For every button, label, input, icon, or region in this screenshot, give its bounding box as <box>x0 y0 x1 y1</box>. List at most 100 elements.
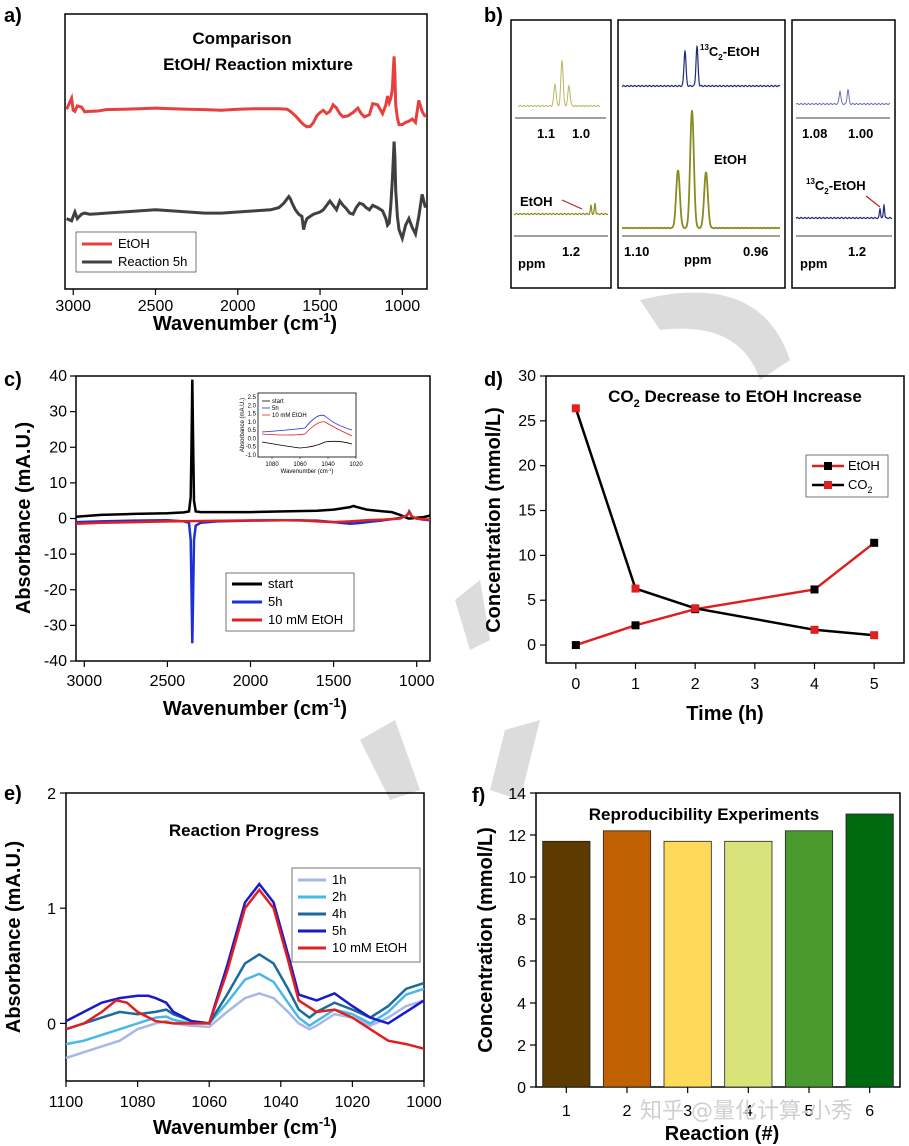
panel-b-box3-ppm: ppm <box>800 256 827 271</box>
panel-d-marker-etoh <box>571 641 580 650</box>
panel-e-ylabel: Absorbance (mA.U.) <box>3 841 25 1033</box>
panel-e-xtick-label: 1060 <box>191 1094 227 1111</box>
panel-a-xlabel: Wavenumber (cm-1) <box>153 310 337 335</box>
panel-d-ytick-label: 30 <box>518 368 536 385</box>
panel-f-ytick-label: 12 <box>508 828 526 845</box>
panel-e-xtick-label: 1080 <box>120 1094 156 1111</box>
panel-c-ytick-label: -30 <box>44 617 67 634</box>
panel-d-marker-etoh <box>810 585 819 594</box>
panel-c-line-10mm-etoh <box>75 510 431 526</box>
panel-e-ytick-label: 2 <box>47 786 56 803</box>
panel-b-box3-ppm-value: 1.2 <box>848 244 866 259</box>
panel-label-a: a) <box>4 5 22 27</box>
panel-d-ytick-label: 20 <box>518 458 536 475</box>
panel-f-bars <box>542 813 894 1088</box>
panel-f-xtick-label: 2 <box>623 1103 632 1120</box>
panel-d-title: CO2 Decrease to EtOH Increase <box>608 387 862 410</box>
panel-c-inset-ytick-label: -0.5 <box>246 445 257 451</box>
panel-c-ytick-label: -40 <box>44 653 67 670</box>
panel-c-inset-ticks: 1080 1060 1040 1020 2.5 2.0 1.5 1.0 0.5 0.0 -0.5 -1… <box>246 395 364 468</box>
panel-e-legend-label: 5h <box>332 923 346 938</box>
panel-e-title: Reaction Progress <box>169 821 319 840</box>
panel-f-xtick-label: 1 <box>562 1103 571 1120</box>
panel-f-xtick-label: 5 <box>805 1103 814 1120</box>
panel-f-xtick-label: 4 <box>744 1103 753 1120</box>
panel-d-marker-co2 <box>810 625 819 634</box>
panel-e-ytick-label: 0 <box>47 1016 56 1033</box>
panel-f-bar-3 <box>663 840 712 1088</box>
panel-b-box-1 <box>510 19 612 289</box>
panel-d-legend-co2-marker <box>824 481 832 489</box>
panel-d-marker-etoh <box>631 621 640 630</box>
panel-e-xtick-label: 1000 <box>406 1094 442 1111</box>
watermark-arc <box>360 720 420 800</box>
panel-c-inset-ytick-label: -1.0 <box>246 453 257 459</box>
panel-c-inset-ytick-label: 0.5 <box>248 428 257 434</box>
panel-e-ticks: 1100 1080 1060 1040 1020 1000 0 1 2 <box>47 786 442 1111</box>
panel-b-box2-13c2-label: 13C2-EtOH <box>700 43 760 62</box>
panel-d-xtick-label: 2 <box>691 676 700 693</box>
panel-a-xtick-label: 1000 <box>385 298 421 315</box>
watermark-arc <box>455 580 490 650</box>
panel-d-marker-co2 <box>571 404 580 413</box>
panel-f-ytick-label: 2 <box>517 1038 526 1055</box>
panel-b-box-3 <box>791 19 896 289</box>
panel-c-xtick-label: 1500 <box>316 673 352 690</box>
panel-c-inset-ytick-label: 1.5 <box>248 412 257 418</box>
panel-b-box1-inset-spectrum <box>517 60 601 108</box>
panel-label-f: f) <box>472 785 485 807</box>
panel-a-xtick-label: 3000 <box>55 298 91 315</box>
panel-e-xlabel: Wavenumber (cm-1) <box>153 1114 337 1139</box>
panel-c-ytick-label: 20 <box>49 439 67 456</box>
panel-d-marker-co2 <box>870 631 879 640</box>
panel-c-inset-curve-5h <box>261 414 353 433</box>
panel-b-box3-tick-2: 1.00 <box>848 126 873 141</box>
panel-d-ytick-label: 15 <box>518 503 536 520</box>
panel-f-ytick-label: 4 <box>517 996 526 1013</box>
panel-d-concentration-time: CO2 Decrease to EtOH Increase 0 1 2 3 4 5 0 5 10… <box>483 368 905 725</box>
panel-f-xlabel: Reaction (#) <box>665 1123 779 1145</box>
panel-b-box-2 <box>617 19 786 289</box>
panel-a-legend-reaction: Reaction 5h <box>118 254 187 269</box>
panel-c-ytick-label: 30 <box>49 404 67 421</box>
panel-a-legend-box <box>75 231 197 273</box>
panel-label-e: e) <box>4 783 22 805</box>
panel-c-inset-ytick-label: 2.5 <box>248 395 257 401</box>
panel-b-box2-13c2-spectrum <box>621 45 781 88</box>
panel-b-box2-tick-2: 0.96 <box>743 244 768 259</box>
panel-f-frame <box>535 792 901 1088</box>
panel-d-ticks: 0 1 2 3 4 5 0 5 10 15 20 25 30 <box>518 368 879 693</box>
watermark-arc <box>490 720 540 800</box>
panel-e-line-4h <box>65 952 425 1031</box>
panel-c-inset-xtick-label: 1060 <box>293 462 307 468</box>
panel-a-xtick-label: 2500 <box>138 298 174 315</box>
panel-e-legend-label: 10 mM EtOH <box>332 940 407 955</box>
panel-c-inset-xtick-label: 1020 <box>349 462 363 468</box>
panel-d-legend-etoh-marker <box>824 462 832 470</box>
panel-f-bar-1 <box>542 840 591 1088</box>
panel-c-xtick-label: 1000 <box>399 673 435 690</box>
panel-c-inset-ylabel: Absorbance (mA.U.) <box>240 398 246 452</box>
panel-b-box3-spectrum <box>795 204 893 220</box>
panel-f-ytick-label: 8 <box>517 912 526 929</box>
panel-d-legend-co2: CO2 <box>848 477 873 495</box>
panel-c-xlabel: Wavenumber (cm-1) <box>163 695 347 720</box>
panel-b-box1-tick-2: 1.0 <box>572 126 590 141</box>
panel-a-title-2: EtOH/ Reaction mixture <box>163 55 353 74</box>
panel-e-legend: 1h 2h 4h 5h 10 mM EtOH <box>298 872 407 955</box>
panel-b-box1-ppm: ppm <box>518 256 545 271</box>
panel-f-ytick-label: 0 <box>517 1080 526 1097</box>
panel-d-line-etoh <box>575 541 875 647</box>
panel-c-inset-xlabel: Wavenumber (cm-1) <box>281 467 334 475</box>
panel-c-inset-legend-5h: 5h <box>272 406 279 412</box>
panel-f-xtick-label: 3 <box>683 1103 692 1120</box>
panel-e-reaction-progress: Reaction Progress 1100 1080 1060 1040 1020 10… <box>3 786 442 1139</box>
panel-a-line-reaction-5h <box>65 141 427 244</box>
panel-e-legend-label: 2h <box>332 889 346 904</box>
panel-f-ytick-label: 10 <box>508 870 526 887</box>
panel-c-xtick-label: 2000 <box>233 673 269 690</box>
panel-b-box2-tick-ppm: ppm <box>684 252 711 267</box>
panel-e-line-1h <box>65 992 425 1060</box>
